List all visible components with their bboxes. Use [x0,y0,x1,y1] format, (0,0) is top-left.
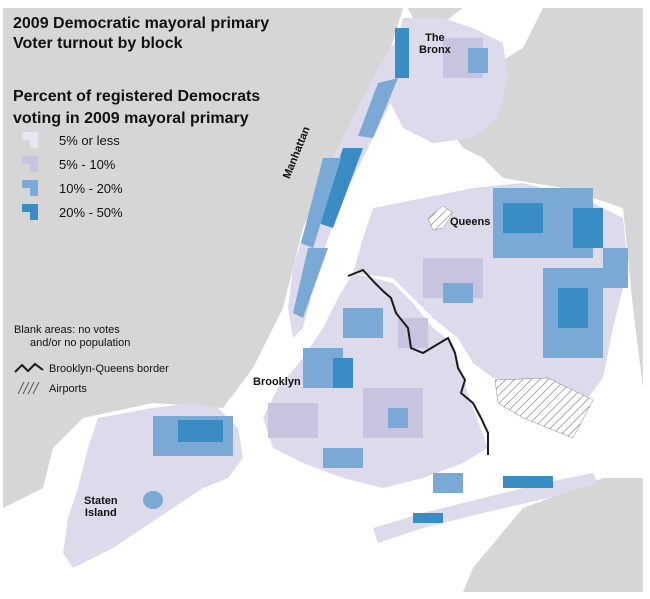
legend-label: 5% - 10% [59,157,116,172]
airport-laguardia [427,205,454,231]
label-queens: Queens [450,216,491,228]
legend-swatch [22,204,38,220]
brooklyn-queens-border [347,268,489,455]
legend-swatch [22,180,38,196]
legend-swatch [22,156,38,172]
label-staten-island: Staten Island [84,495,118,519]
legend-label: 10% - 20% [59,181,123,196]
turnout-blocks [143,28,628,523]
rockaway-peninsula [373,473,598,543]
legend-title: Percent of registered Democrats voting i… [13,88,261,127]
hatch-icon [17,381,40,395]
legend-label: 5% or less [59,133,120,148]
brooklyn [263,273,488,488]
legend-label: 20% - 50% [59,205,123,220]
airport-jfk [494,377,594,439]
map-title: 2009 Democratic mayoral primary Voter tu… [13,15,270,52]
blank-areas-note: Blank areas: no votes and/or no populati… [14,324,131,349]
turnout-map [3,8,643,592]
map-frame: The Bronx Manhattan Queens Brooklyn Stat… [3,8,643,592]
label-bronx: The Bronx [419,32,451,56]
label-brooklyn: Brooklyn [253,376,301,388]
border-line-icon [14,362,44,373]
legend-swatch [22,132,38,148]
